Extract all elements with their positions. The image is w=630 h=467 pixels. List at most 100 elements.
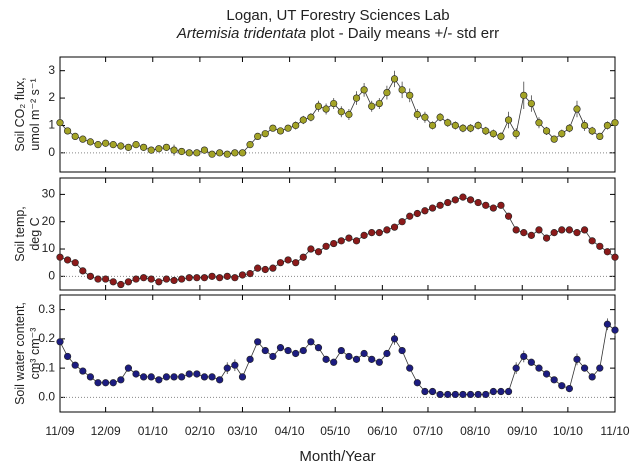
data-point	[86, 138, 95, 146]
data-point	[200, 274, 209, 282]
data-point	[451, 390, 459, 399]
data-point	[178, 275, 186, 283]
series-line	[59, 78, 616, 155]
data-point	[254, 132, 262, 141]
data-point	[162, 143, 171, 151]
data-point	[413, 209, 421, 218]
x-tick-label: 03/10	[227, 424, 257, 438]
data-point	[155, 376, 163, 384]
data-point	[482, 201, 490, 209]
data-point	[155, 145, 163, 153]
data-point	[71, 361, 79, 369]
data-point	[535, 364, 543, 372]
data-point	[231, 274, 239, 282]
data-point	[124, 278, 133, 286]
data-point	[383, 88, 391, 97]
data-point	[147, 275, 155, 283]
y-axis-label: Soil CO₂ flux,umol m⁻² s⁻¹	[13, 77, 42, 151]
data-point	[254, 338, 262, 346]
data-point	[383, 226, 391, 234]
data-point	[269, 124, 277, 132]
data-point	[512, 130, 520, 138]
data-point	[421, 113, 429, 121]
plot-frame	[59, 177, 616, 291]
data-point	[269, 264, 277, 272]
data-point	[459, 124, 467, 132]
data-point	[56, 119, 64, 127]
data-point	[269, 352, 277, 361]
x-tick-label: 07/10	[413, 424, 443, 438]
data-point	[276, 259, 285, 267]
data-point	[375, 99, 383, 108]
data-point	[573, 105, 581, 113]
data-point	[246, 270, 254, 278]
data-point	[352, 237, 361, 245]
data-point	[444, 119, 452, 127]
data-point	[580, 364, 589, 372]
data-point	[56, 253, 64, 261]
y-label-line: cm³ cm⁻³	[28, 328, 42, 380]
subtitle-italic: Artemisia tridentata	[176, 25, 306, 42]
x-axis-label: Month/Year	[299, 448, 375, 465]
data-point	[520, 352, 528, 361]
data-point	[550, 229, 558, 237]
data-point	[390, 75, 399, 83]
y-tick-label: 20	[42, 214, 56, 228]
data-point	[535, 119, 543, 127]
y-label-line: deg C	[28, 217, 42, 250]
data-point	[512, 226, 520, 234]
data-point	[299, 346, 307, 355]
data-point	[459, 390, 467, 399]
data-point	[284, 346, 292, 355]
data-point	[565, 124, 573, 132]
data-point	[383, 349, 391, 358]
data-point	[124, 143, 133, 151]
data-point	[276, 127, 285, 135]
data-point	[497, 132, 505, 141]
data-point	[330, 99, 338, 108]
subtitle-rest: plot - Daily means +/- std err	[306, 25, 499, 42]
y-axis-label: Soil temp,deg C	[13, 206, 42, 262]
data-point	[436, 201, 444, 209]
data-point	[117, 142, 125, 150]
data-point	[558, 226, 566, 234]
y-tick-label: 0.2	[38, 331, 55, 345]
series-line	[59, 196, 616, 285]
data-point	[64, 127, 72, 135]
data-point	[314, 344, 323, 352]
data-point	[223, 150, 231, 158]
x-tick-label: 11/09	[45, 424, 74, 438]
y-label-line: Soil CO₂ flux,	[13, 77, 27, 151]
chart-title: Logan, UT Forestry Sciences Lab	[226, 7, 449, 24]
data-point	[193, 370, 201, 378]
data-point	[64, 352, 72, 361]
data-point	[86, 272, 95, 280]
data-point	[413, 110, 421, 119]
data-point	[140, 274, 148, 282]
data-point	[261, 130, 269, 138]
x-tick-label: 02/10	[185, 424, 215, 438]
data-point	[466, 390, 475, 399]
y-tick-label: 0	[48, 145, 55, 159]
data-point	[375, 358, 383, 366]
data-point	[147, 373, 155, 381]
data-point	[466, 124, 475, 132]
y-label-line: umol m⁻² s⁻¹	[28, 78, 42, 150]
data-point	[520, 229, 528, 237]
x-tick-label: 06/10	[367, 424, 397, 438]
data-point	[466, 196, 475, 204]
data-point	[246, 355, 254, 363]
x-tick-label: 04/10	[275, 424, 305, 438]
data-point	[193, 274, 201, 282]
data-point	[337, 237, 345, 245]
data-point	[56, 338, 64, 346]
data-point	[360, 231, 368, 239]
data-point	[208, 272, 216, 280]
y-tick-label: 3	[48, 63, 55, 77]
data-point	[368, 102, 376, 110]
y-label-line: Soil temp,	[13, 206, 27, 262]
data-point	[482, 127, 490, 135]
data-point	[238, 149, 247, 157]
y-tick-label: 0.0	[38, 390, 55, 404]
